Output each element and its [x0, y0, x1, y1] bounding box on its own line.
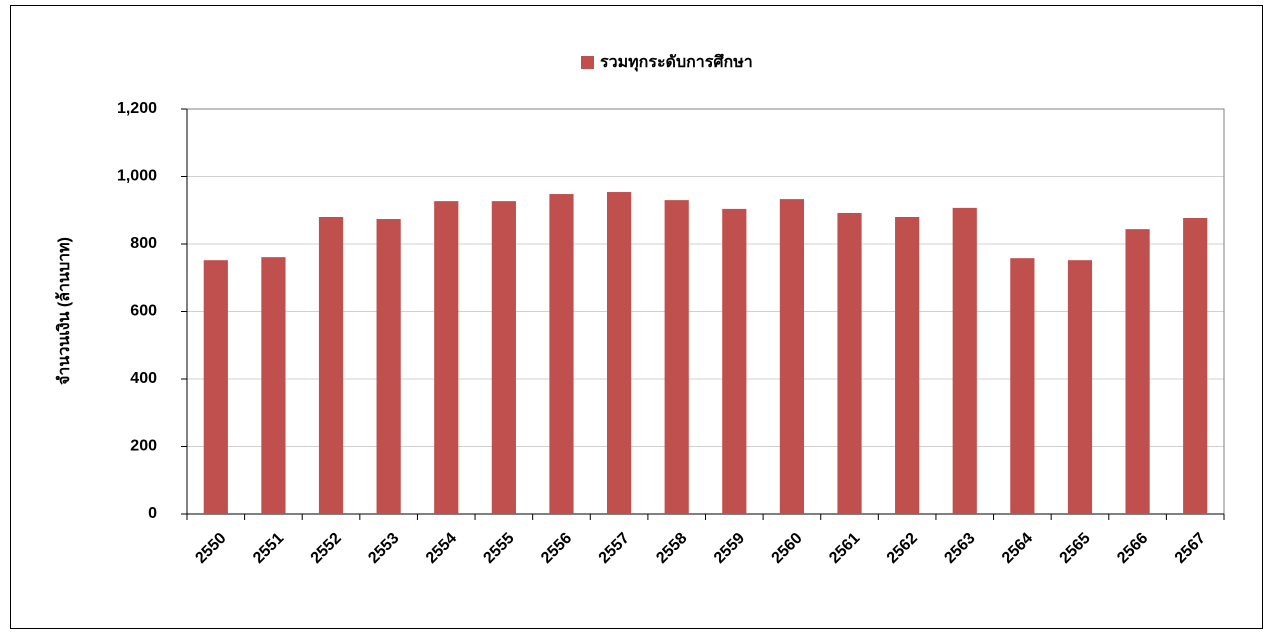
bar — [203, 260, 228, 514]
bar — [1010, 258, 1035, 514]
y-tick-label: 600 — [130, 303, 157, 320]
y-tick-label: 1,000 — [117, 168, 157, 185]
y-tick-label: 200 — [130, 438, 157, 455]
bar — [837, 212, 862, 514]
legend-swatch — [581, 56, 594, 69]
bar — [1183, 218, 1208, 514]
bar — [664, 200, 689, 514]
bar — [722, 208, 747, 514]
bar — [779, 199, 805, 515]
bar — [895, 217, 920, 514]
y-tick-label: 0 — [148, 505, 157, 522]
bar — [261, 257, 286, 514]
bar — [434, 201, 459, 514]
bar — [376, 219, 401, 514]
bar — [1125, 229, 1150, 514]
bar — [952, 207, 977, 514]
y-tick-label: 800 — [130, 235, 157, 252]
y-tick-label: 400 — [130, 370, 157, 387]
bar — [549, 194, 574, 515]
bar — [318, 217, 344, 514]
bar — [606, 192, 632, 514]
bar — [1067, 260, 1093, 514]
y-axis-label: จำนวนเงิน (ล้านบาท) — [55, 237, 73, 385]
legend-label: รวมทุกระดับการศึกษา — [600, 53, 753, 72]
bar — [491, 201, 516, 514]
y-tick-label: 1,200 — [117, 100, 157, 117]
